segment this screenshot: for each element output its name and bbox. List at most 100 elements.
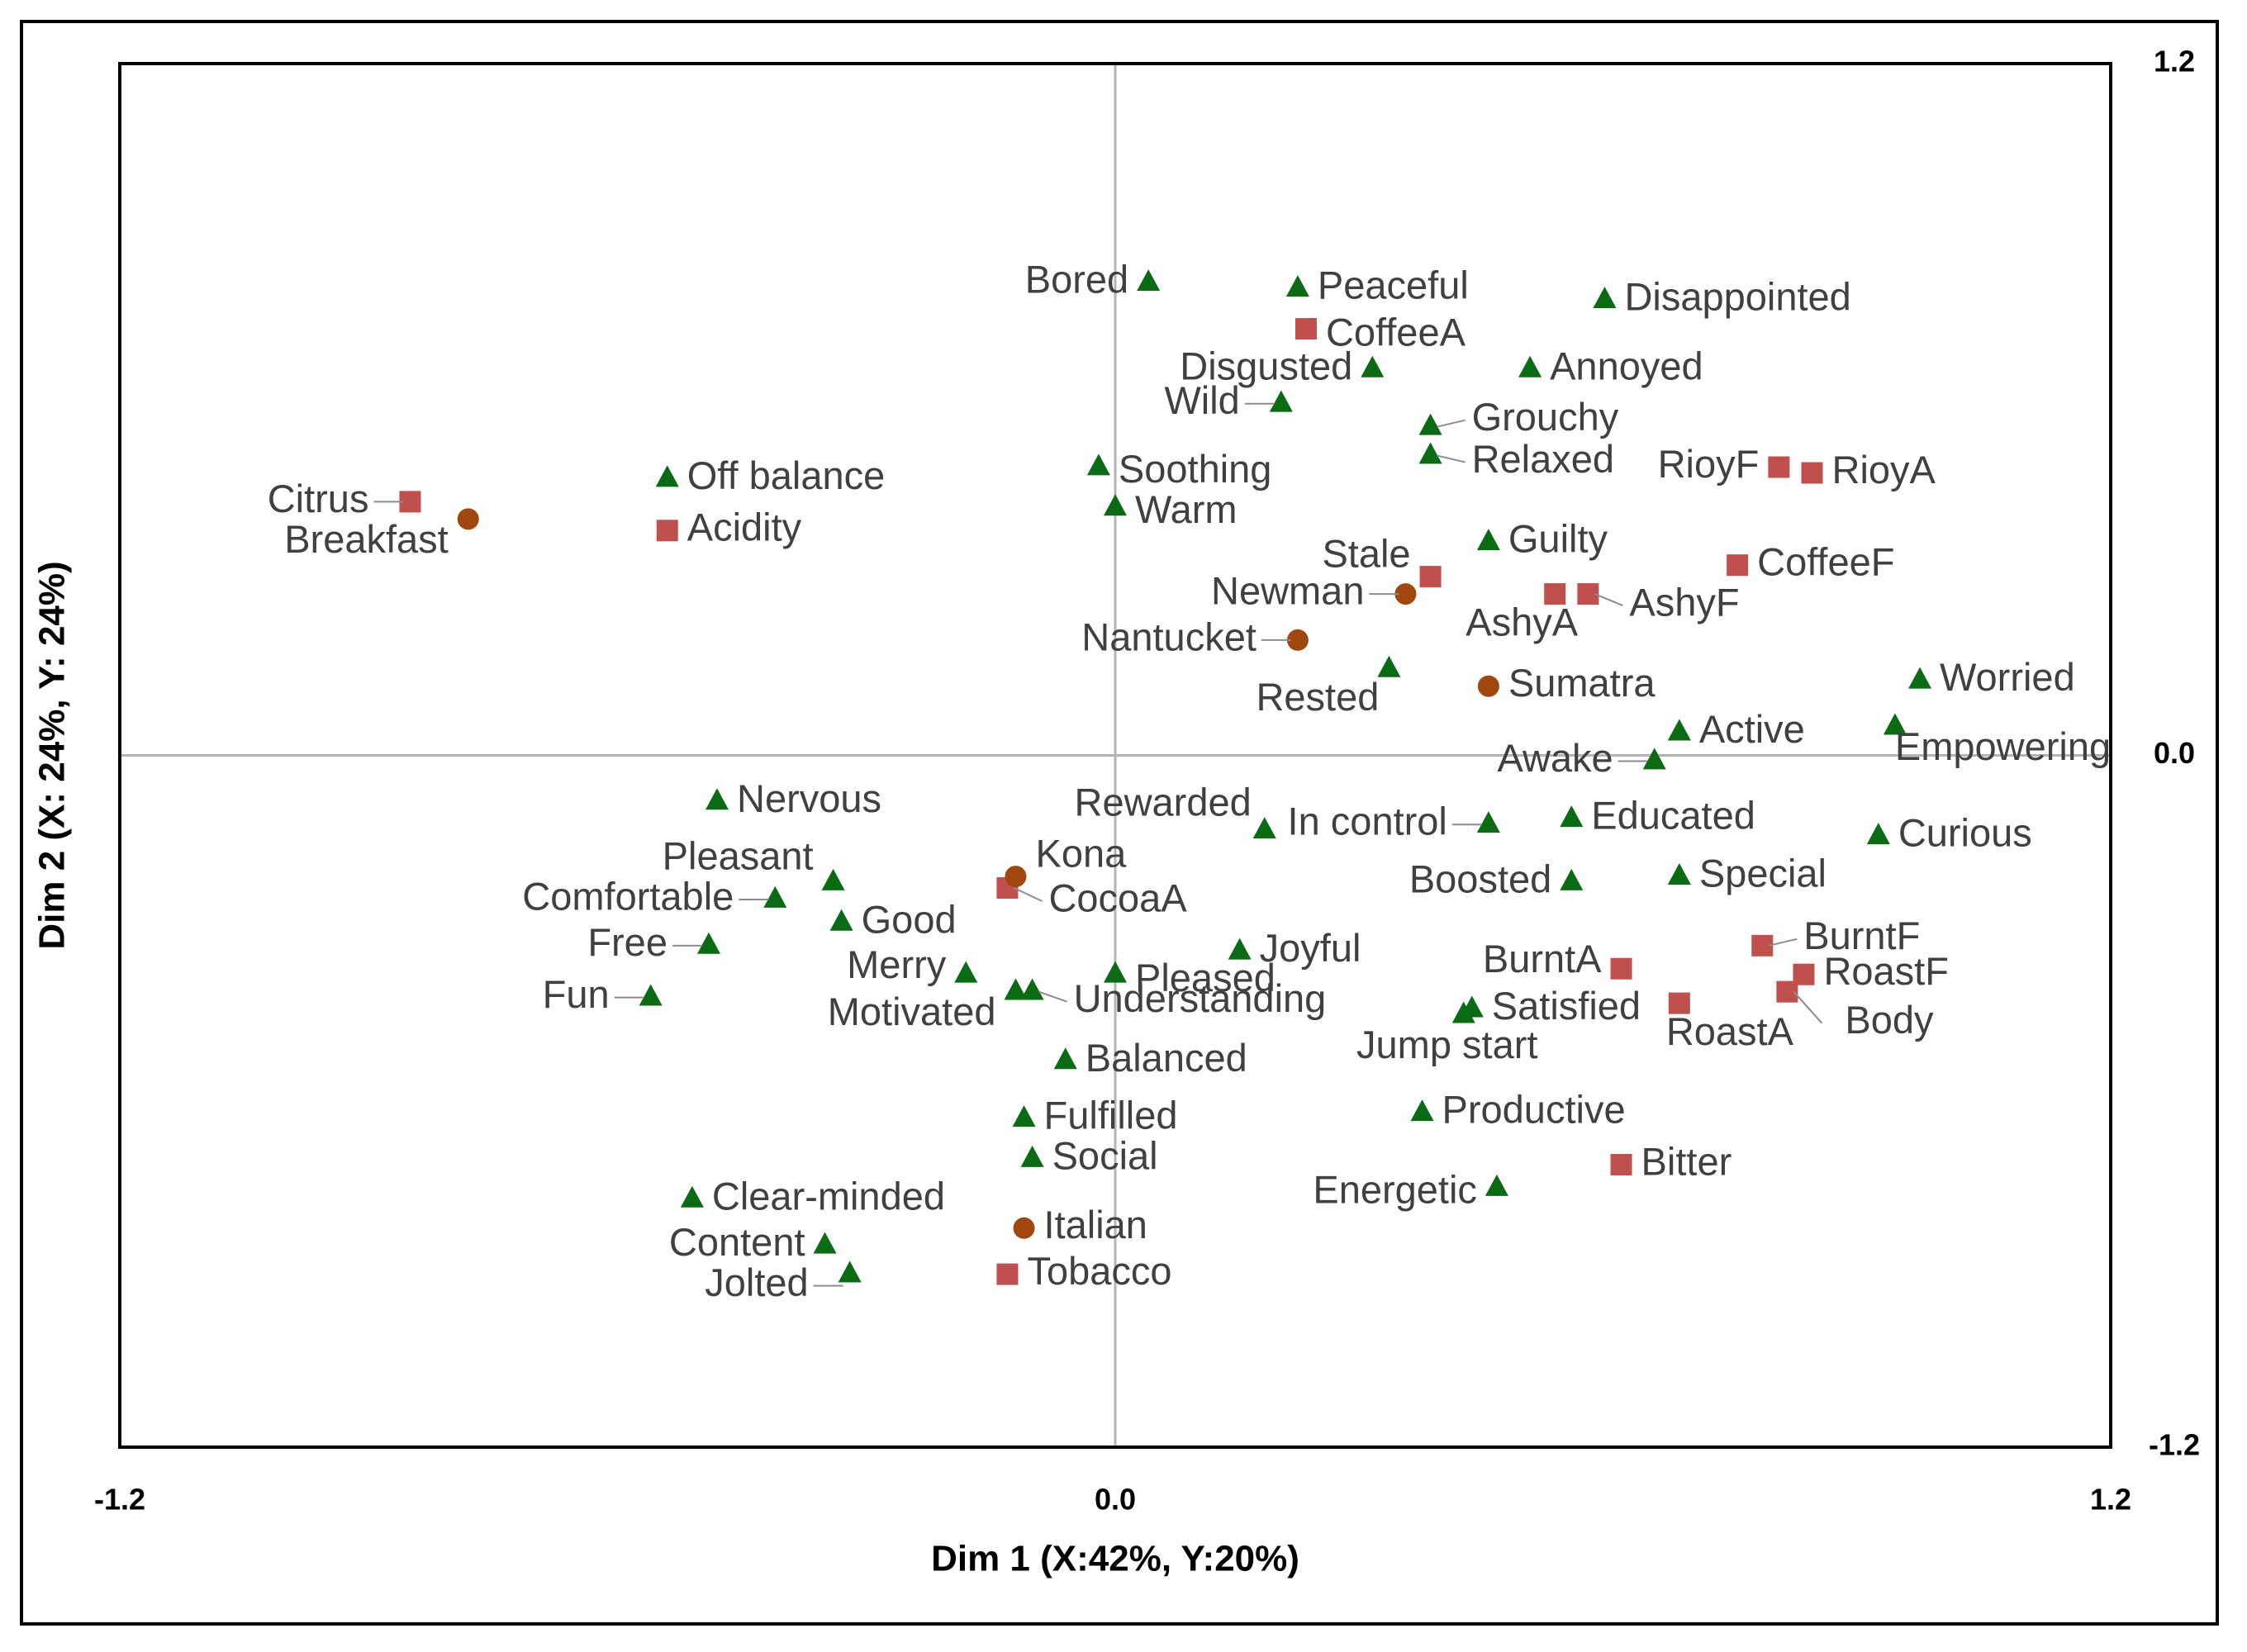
point-label: Boosted xyxy=(1409,857,1551,900)
attribute-marker xyxy=(1295,318,1317,340)
point-label: Satisfied xyxy=(1492,984,1641,1028)
point-label: Peaceful xyxy=(1318,263,1469,307)
point-label: Fun xyxy=(543,972,610,1016)
figure-frame xyxy=(20,20,2219,1626)
point-label: Active xyxy=(1699,707,1805,751)
point-label: Tobacco xyxy=(1027,1249,1171,1293)
point-label: Kona xyxy=(1036,831,1128,875)
emotion-marker xyxy=(680,1185,704,1208)
point-label: RioyF xyxy=(1658,442,1760,486)
point-label: Social xyxy=(1052,1133,1158,1177)
point-label: Rewarded xyxy=(1075,781,1252,824)
coffee-marker xyxy=(1005,866,1027,888)
x-tick-label: 0.0 xyxy=(1095,1483,1136,1517)
emotion-marker xyxy=(763,885,787,908)
emotion-marker xyxy=(1560,868,1584,890)
attribute-marker xyxy=(996,1263,1019,1285)
point-label: Disgusted xyxy=(1180,344,1352,387)
leader-line xyxy=(1437,454,1466,463)
point-label: RioyA xyxy=(1832,448,1936,491)
point-label: Italian xyxy=(1044,1203,1147,1246)
leader-line xyxy=(1594,593,1623,607)
point-label: Nantucket xyxy=(1081,615,1257,658)
point-label: In control xyxy=(1288,800,1447,843)
point-label: Jolted xyxy=(705,1260,808,1304)
point-label: Special xyxy=(1699,851,1827,895)
emotion-marker xyxy=(1053,1047,1077,1070)
point-label: Rested xyxy=(1256,675,1379,719)
point-label: Nervous xyxy=(737,776,881,820)
emotion-marker xyxy=(1020,978,1044,1000)
leader-line xyxy=(1437,419,1466,428)
emotion-marker xyxy=(1560,805,1584,828)
point-label: CoffeeF xyxy=(1757,540,1894,584)
emotion-marker xyxy=(954,961,978,983)
point-label: Curious xyxy=(1898,811,2032,855)
emotion-marker xyxy=(1667,719,1691,741)
point-label: Acidity xyxy=(687,506,802,549)
coffee-marker xyxy=(1477,675,1499,697)
leader-line xyxy=(1014,887,1043,902)
emotion-marker xyxy=(1667,862,1691,885)
emotion-marker xyxy=(1908,667,1932,689)
point-label: Educated xyxy=(1591,794,1755,838)
attribute-marker xyxy=(1768,456,1790,478)
point-label: Citrus xyxy=(268,477,369,520)
y-tick-label: 1.2 xyxy=(2154,45,2195,78)
point-label: Warm xyxy=(1135,487,1238,531)
emotion-marker xyxy=(1410,1099,1434,1122)
point-label: Grouchy xyxy=(1472,395,1619,439)
emotion-marker xyxy=(1020,1145,1044,1167)
point-label: Understanding xyxy=(1074,976,1327,1020)
point-label: Pleased xyxy=(1135,956,1276,999)
point-label: Stale xyxy=(1322,532,1410,576)
emotion-marker xyxy=(1476,811,1500,833)
leader-line xyxy=(1038,990,1067,1003)
emotion-marker xyxy=(1269,390,1293,412)
point-label: Free xyxy=(587,920,667,964)
attribute-marker xyxy=(1727,554,1749,577)
emotion-marker xyxy=(639,984,663,1006)
point-label: Energetic xyxy=(1313,1167,1477,1211)
emotion-marker xyxy=(1104,494,1127,516)
point-label: RoastA xyxy=(1666,1009,1794,1053)
y-tick-label: 0.0 xyxy=(2154,736,2195,770)
point-label: Clear-minded xyxy=(712,1174,945,1218)
emotion-marker xyxy=(1004,978,1028,1000)
emotion-marker xyxy=(1866,823,1890,845)
emotion-marker xyxy=(1137,269,1161,292)
point-label: AshyF xyxy=(1629,581,1739,624)
point-label: Productive xyxy=(1442,1088,1626,1132)
attribute-marker xyxy=(1544,583,1566,605)
point-label: Guilty xyxy=(1508,517,1608,561)
point-label: Content xyxy=(669,1220,805,1264)
leader-line xyxy=(1769,938,1798,947)
coffee-marker xyxy=(1013,1217,1035,1239)
point-label: Newman xyxy=(1211,569,1364,613)
point-label: AshyA xyxy=(1466,601,1578,644)
emotion-marker xyxy=(1086,453,1110,476)
emotion-marker xyxy=(1228,938,1252,960)
emotion-marker xyxy=(1593,287,1617,309)
point-label: Wild xyxy=(1164,378,1239,422)
point-label: Motivated xyxy=(828,990,996,1033)
emotion-marker xyxy=(1418,442,1442,464)
emotion-marker xyxy=(1285,275,1309,297)
point-label: Awake xyxy=(1497,736,1613,780)
point-label: Worried xyxy=(1940,655,2075,699)
point-label: Breakfast xyxy=(284,517,449,561)
attribute-marker xyxy=(1610,1154,1632,1176)
leader-line xyxy=(1793,990,1823,1024)
x-tick-label: 1.2 xyxy=(2090,1483,2131,1517)
x-axis-title: Dim 1 (X:42%, Y:20%) xyxy=(931,1539,1299,1579)
point-label: Sumatra xyxy=(1508,661,1656,705)
point-label: Merry xyxy=(847,942,947,986)
point-label: CocoaA xyxy=(1048,876,1187,919)
emotion-marker xyxy=(1518,355,1542,377)
emotion-marker xyxy=(829,909,853,931)
plot-area-border xyxy=(118,62,2112,1449)
emotion-marker xyxy=(838,1260,862,1283)
emotion-marker xyxy=(1485,1174,1508,1196)
emotion-marker xyxy=(1361,355,1385,377)
point-label: CoffeeA xyxy=(1326,310,1466,354)
